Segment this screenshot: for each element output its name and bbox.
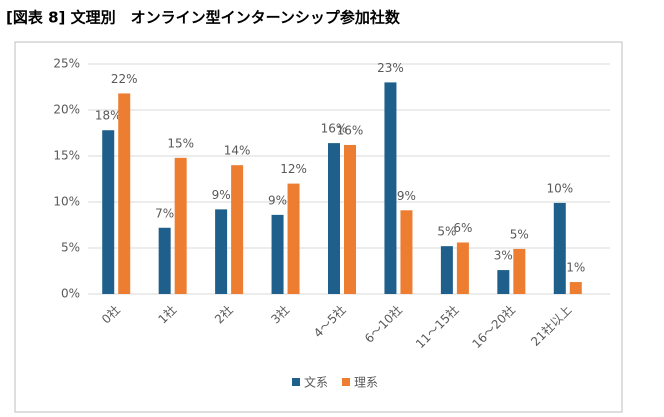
y-tick-label: 10% (53, 195, 80, 209)
bar (344, 144, 356, 294)
value-label: 18% (95, 109, 122, 123)
bar (384, 82, 397, 295)
y-tick-label: 15% (53, 149, 80, 163)
value-label: 6% (453, 221, 472, 235)
bar (271, 214, 284, 294)
legend-swatch (342, 378, 350, 386)
bar (328, 143, 340, 294)
value-label: 10% (546, 181, 573, 195)
value-label: 16% (337, 123, 364, 137)
value-label: 9% (212, 188, 231, 202)
bar (440, 246, 453, 294)
value-label: 5% (437, 225, 456, 239)
bar (174, 157, 187, 294)
value-label: 9% (268, 193, 287, 207)
bar (400, 210, 413, 294)
bar (287, 183, 300, 294)
bar (231, 165, 244, 294)
value-label: 1% (566, 261, 585, 275)
value-label: 12% (280, 162, 307, 176)
value-label: 14% (224, 144, 251, 158)
value-label: 5% (510, 227, 529, 241)
value-label: 22% (111, 72, 138, 86)
value-label: 15% (167, 136, 194, 150)
bar (118, 93, 131, 294)
y-tick-label: 20% (53, 103, 80, 117)
value-label: 9% (397, 189, 416, 203)
y-tick-label: 5% (61, 241, 80, 255)
legend-label: 理系 (354, 376, 378, 390)
bar (456, 242, 469, 294)
bar (569, 282, 582, 294)
value-label: 7% (155, 206, 174, 220)
chart-title: [図表 8] 文理別 オンライン型インターンシップ参加社数 (6, 9, 401, 27)
bar (497, 270, 510, 294)
legend-label: 文系 (304, 375, 328, 390)
bar (215, 209, 228, 294)
chart-frame (14, 41, 623, 413)
bar (102, 130, 115, 294)
value-label: 3% (494, 249, 513, 263)
y-tick-label: 0% (61, 287, 80, 301)
value-label: 23% (377, 61, 404, 75)
bar (513, 248, 526, 294)
bar (158, 227, 171, 294)
y-tick-label: 25% (53, 57, 80, 71)
legend-swatch (292, 378, 300, 386)
bar (553, 202, 566, 294)
value-label: 16% (321, 122, 348, 136)
